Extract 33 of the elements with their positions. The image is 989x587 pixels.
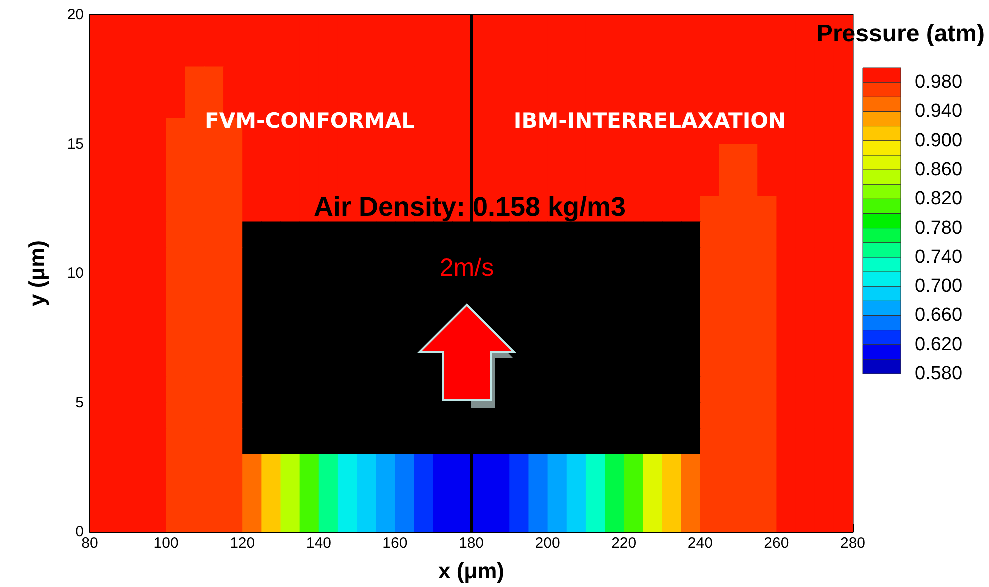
x-tick-label: 120	[230, 535, 256, 552]
annotation: 2m/s	[440, 254, 494, 282]
color-bar-label: 0.580	[915, 364, 963, 384]
y-tick-label: 10	[67, 265, 84, 282]
color-bar-label: 0.860	[915, 160, 963, 180]
color-bar-label: 0.780	[915, 218, 963, 239]
x-tick-label: 180	[458, 535, 484, 552]
color-bar-label: 0.820	[915, 188, 963, 210]
color-bar-label: 0.700	[915, 276, 963, 298]
x-tick-label: 260	[764, 535, 790, 552]
x-tick-label: 160	[382, 535, 408, 552]
color-bar-label: 0.740	[915, 246, 963, 268]
x-tick-label: 280	[840, 535, 866, 552]
x-tick-label: 200	[535, 535, 560, 552]
color-bar-label: 0.980	[915, 72, 963, 94]
x-tick-label: 220	[612, 535, 637, 552]
x-tick-label: 80	[82, 535, 98, 552]
color-bar-label: 0.900	[915, 130, 963, 152]
color-bar-label: 0.620	[915, 334, 963, 356]
y-tick-label: 20	[67, 6, 84, 24]
annotation: FVM-CONFORMAL	[205, 109, 415, 133]
y-tick-label: 15	[67, 136, 84, 153]
x-tick-label: 240	[688, 535, 713, 552]
y-axis-title: y (μm)	[24, 240, 50, 307]
y-tick-label: 5	[76, 394, 84, 412]
annotation: IBM-INTERRELAXATION	[514, 109, 786, 133]
x-tick-label: 140	[306, 535, 332, 552]
x-tick-label: 100	[154, 535, 179, 552]
annotation: Air Density: 0.158 kg/m3	[314, 192, 626, 222]
color-bar-label: 0.660	[915, 305, 963, 326]
x-axis-title: x (μm)	[438, 558, 505, 584]
color-bar-label: 0.940	[915, 101, 963, 122]
y-tick-label: 0	[76, 524, 84, 540]
